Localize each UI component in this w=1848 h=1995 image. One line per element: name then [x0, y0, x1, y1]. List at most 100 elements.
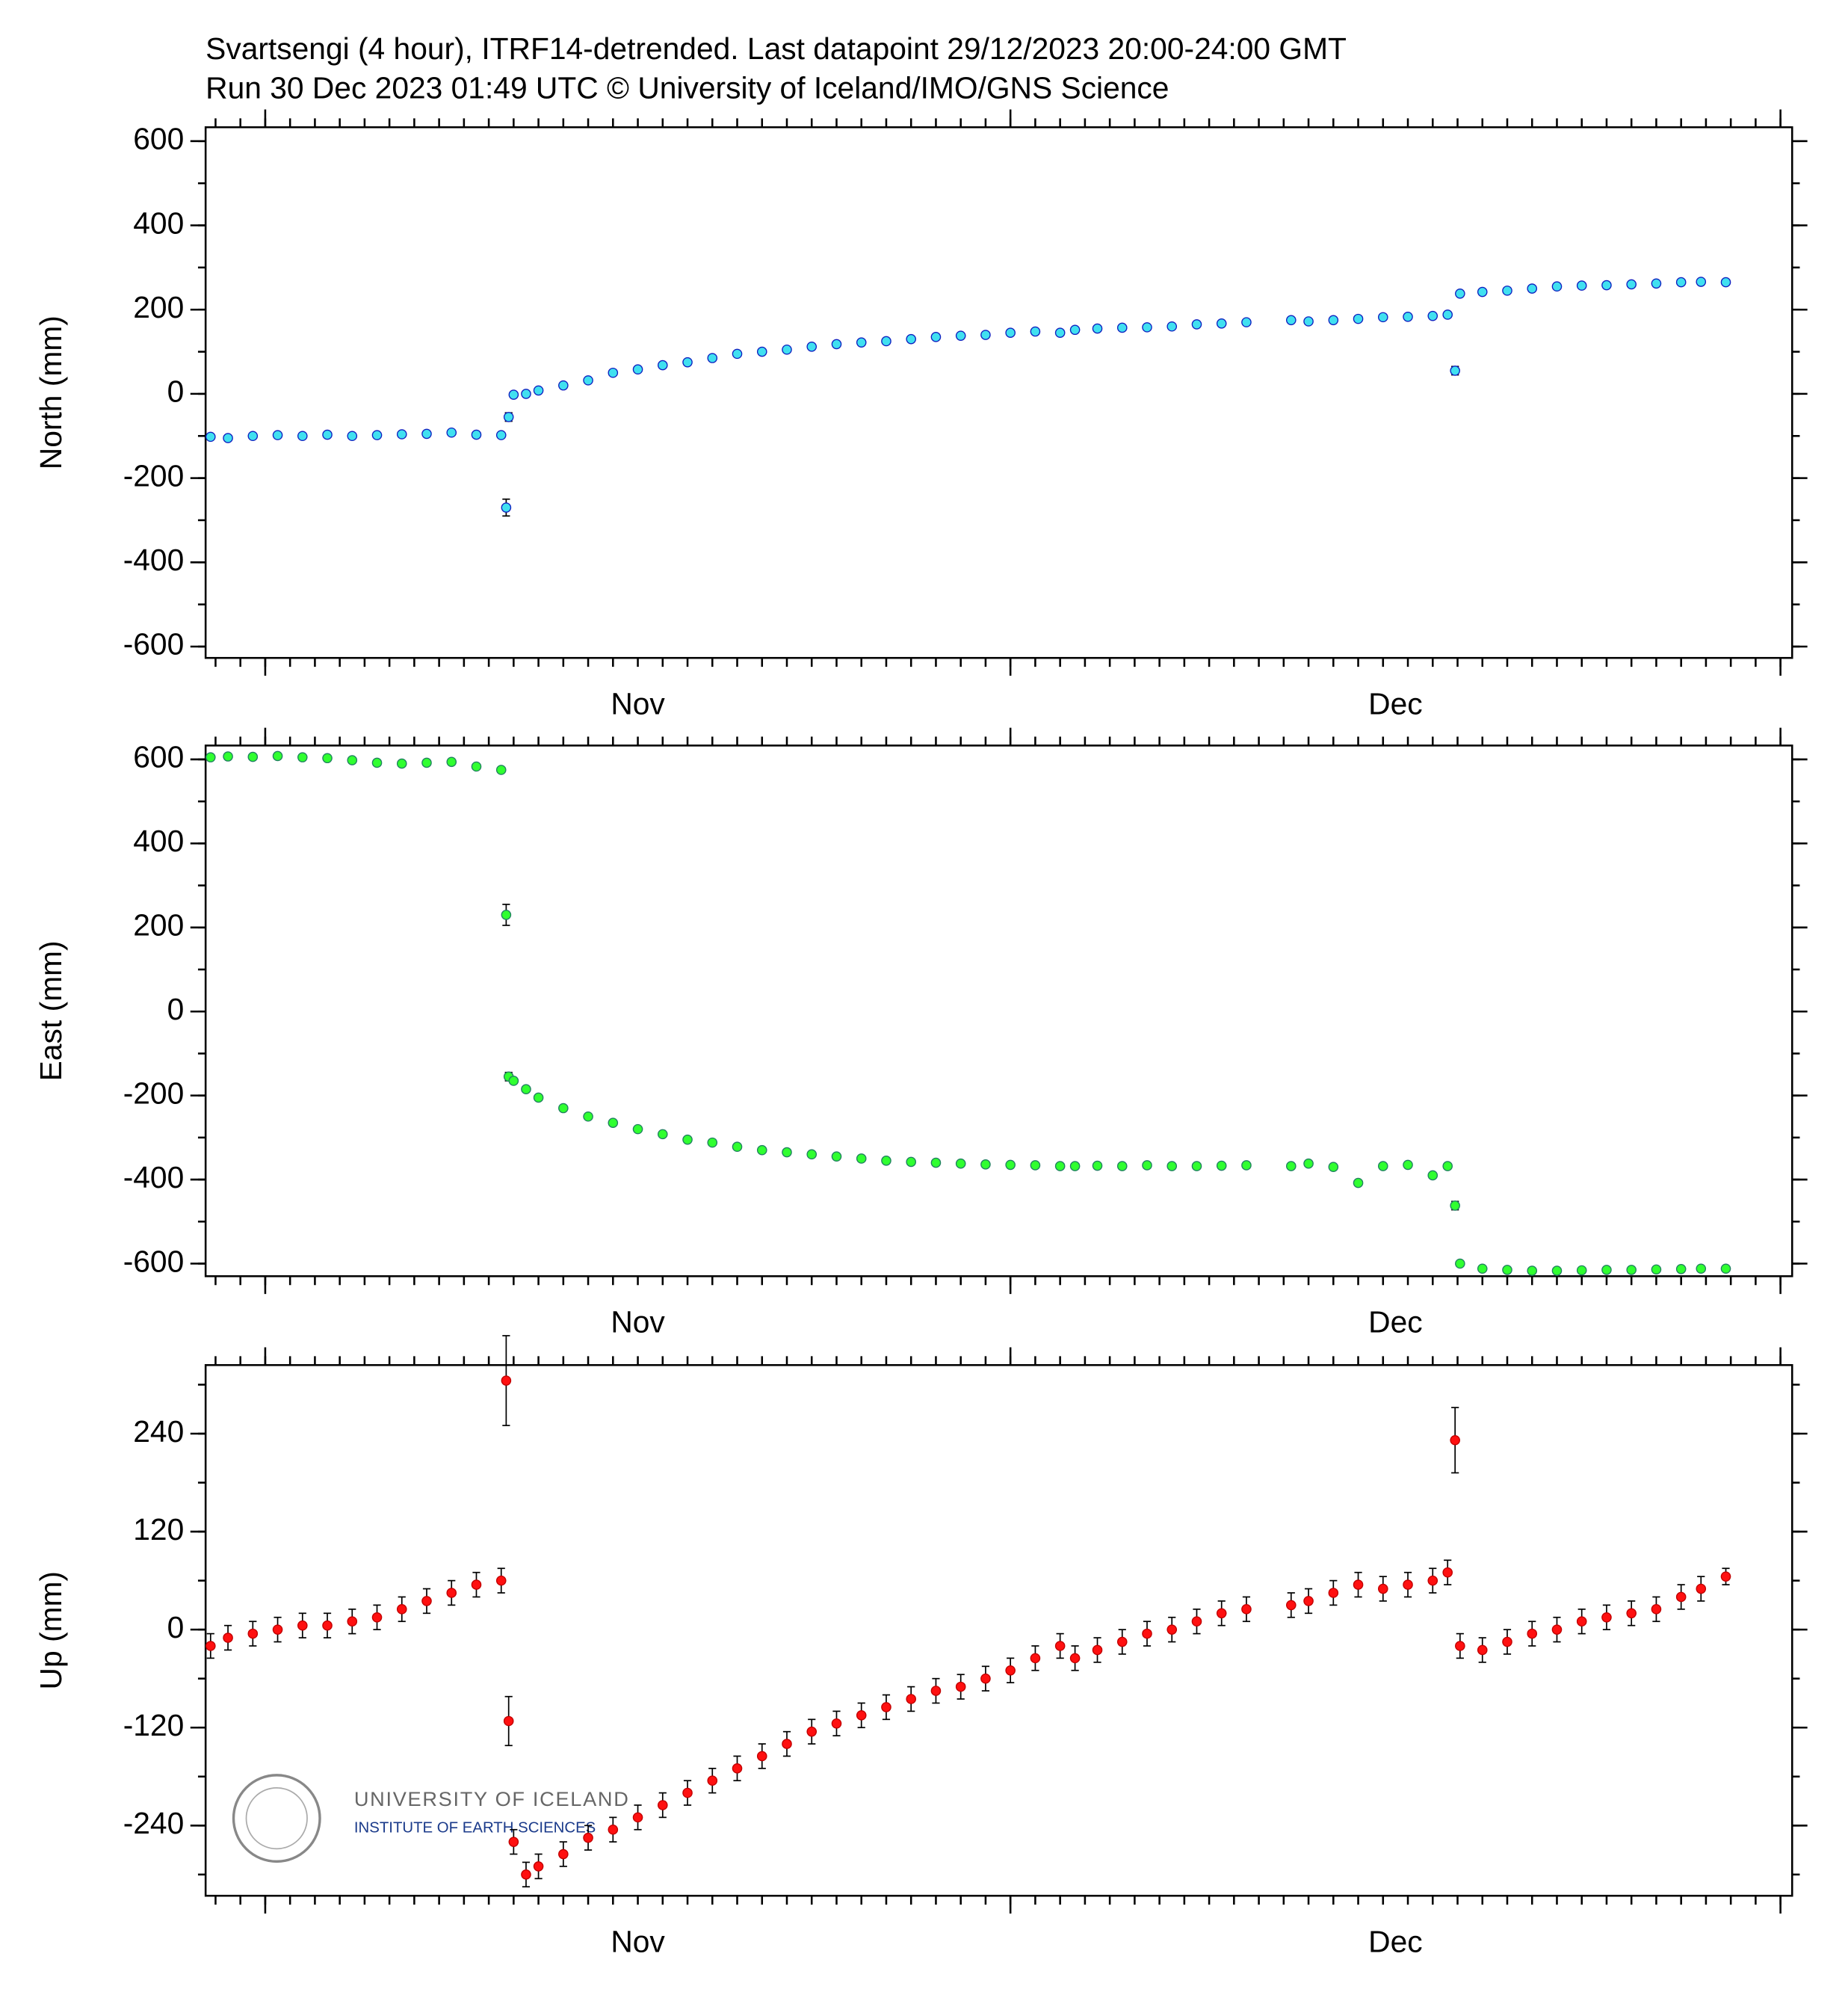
data-point [1216, 318, 1227, 329]
data-point [1576, 1265, 1587, 1276]
data-point [247, 1628, 259, 1639]
data-point [558, 380, 569, 391]
data-point [583, 375, 593, 386]
data-point [682, 1787, 693, 1798]
data-point [1030, 1160, 1041, 1171]
data-point [1328, 1588, 1339, 1598]
data-point [955, 1681, 966, 1692]
data-point [1353, 313, 1364, 324]
data-point [501, 1375, 512, 1386]
x-tick-label: Nov [611, 687, 665, 721]
data-point [980, 1159, 991, 1170]
data-point [608, 1117, 619, 1128]
logo-seal-inner [245, 1787, 308, 1850]
y-tick-label: -600 [123, 1244, 185, 1278]
data-point [1450, 1434, 1460, 1446]
data-point [930, 1686, 942, 1696]
data-point [1477, 1263, 1488, 1274]
data-point [881, 1155, 891, 1166]
data-point [1576, 280, 1587, 291]
data-point [421, 1596, 432, 1606]
data-point [396, 429, 407, 440]
data-point [501, 910, 512, 920]
data-point [1450, 1200, 1460, 1211]
y-tick-label: 600 [133, 122, 184, 156]
data-point [533, 1861, 544, 1872]
data-point [782, 344, 792, 355]
data-point [1092, 323, 1103, 334]
data-point [1166, 1161, 1178, 1171]
y-axis-label: Up (mm) [34, 1571, 68, 1689]
data-point [1377, 1583, 1388, 1594]
y-tick-label: 400 [133, 206, 184, 240]
data-point [1455, 289, 1465, 299]
data-point [955, 1158, 966, 1169]
data-point [1353, 1579, 1364, 1590]
data-point [272, 1624, 283, 1635]
data-point [1377, 312, 1388, 323]
data-point [1216, 1160, 1227, 1171]
data-point [1328, 1162, 1339, 1173]
data-point [1005, 1665, 1016, 1676]
data-point [1142, 1160, 1152, 1171]
data-point [521, 1869, 531, 1880]
chart-title: Svartsengi (4 hour), ITRF14-detrended. L… [205, 31, 1347, 66]
data-point [503, 412, 514, 422]
y-tick-label: 120 [133, 1512, 184, 1547]
data-point [495, 430, 507, 440]
data-point [521, 389, 531, 399]
data-point [1551, 1624, 1563, 1635]
logo-name: UNIVERSITY OF ICELAND [354, 1787, 630, 1810]
data-point [682, 1134, 693, 1145]
data-point [503, 1715, 514, 1727]
data-point [1403, 311, 1413, 322]
data-point [1455, 1258, 1465, 1269]
data-point [1651, 1264, 1662, 1275]
data-point [297, 431, 308, 442]
data-point [1442, 1161, 1453, 1171]
data-point [446, 756, 457, 768]
data-point [1527, 283, 1538, 294]
data-point [223, 433, 233, 443]
data-point [1328, 315, 1339, 326]
data-point [732, 1763, 743, 1774]
data-point [707, 1775, 718, 1786]
data-point [1720, 277, 1731, 288]
y-tick-label: -400 [123, 1160, 185, 1194]
data-point [1696, 277, 1707, 287]
y-axis-label: North (mm) [34, 315, 68, 469]
data-point [756, 346, 767, 357]
data-point [583, 1111, 593, 1122]
data-point [1166, 1624, 1178, 1635]
data-point [1303, 1596, 1314, 1606]
y-tick-label: 0 [167, 374, 185, 409]
data-point [533, 1092, 544, 1103]
data-point [1166, 321, 1178, 332]
data-point [558, 1103, 569, 1114]
data-point [632, 1123, 643, 1135]
y-tick-label: 200 [133, 290, 184, 324]
data-point [347, 755, 358, 765]
data-point [1054, 327, 1066, 338]
data-point [1696, 1263, 1707, 1274]
x-tick-label: Nov [611, 1925, 665, 1959]
x-tick-label: Dec [1368, 1925, 1422, 1959]
data-point [856, 337, 867, 348]
data-point [446, 1588, 457, 1598]
data-point [756, 1751, 767, 1762]
data-point [1720, 1571, 1731, 1582]
data-point [247, 431, 259, 442]
data-point [272, 430, 283, 440]
data-point [756, 1144, 767, 1156]
data-point [930, 332, 942, 342]
y-tick-label: -200 [123, 1076, 185, 1110]
data-point [930, 1157, 942, 1168]
y-tick-label: -400 [123, 543, 185, 577]
data-point [1502, 286, 1512, 296]
data-point [831, 339, 842, 350]
data-point [1675, 277, 1687, 288]
data-point [205, 431, 216, 443]
data-point [396, 758, 407, 769]
data-point [806, 1149, 818, 1160]
